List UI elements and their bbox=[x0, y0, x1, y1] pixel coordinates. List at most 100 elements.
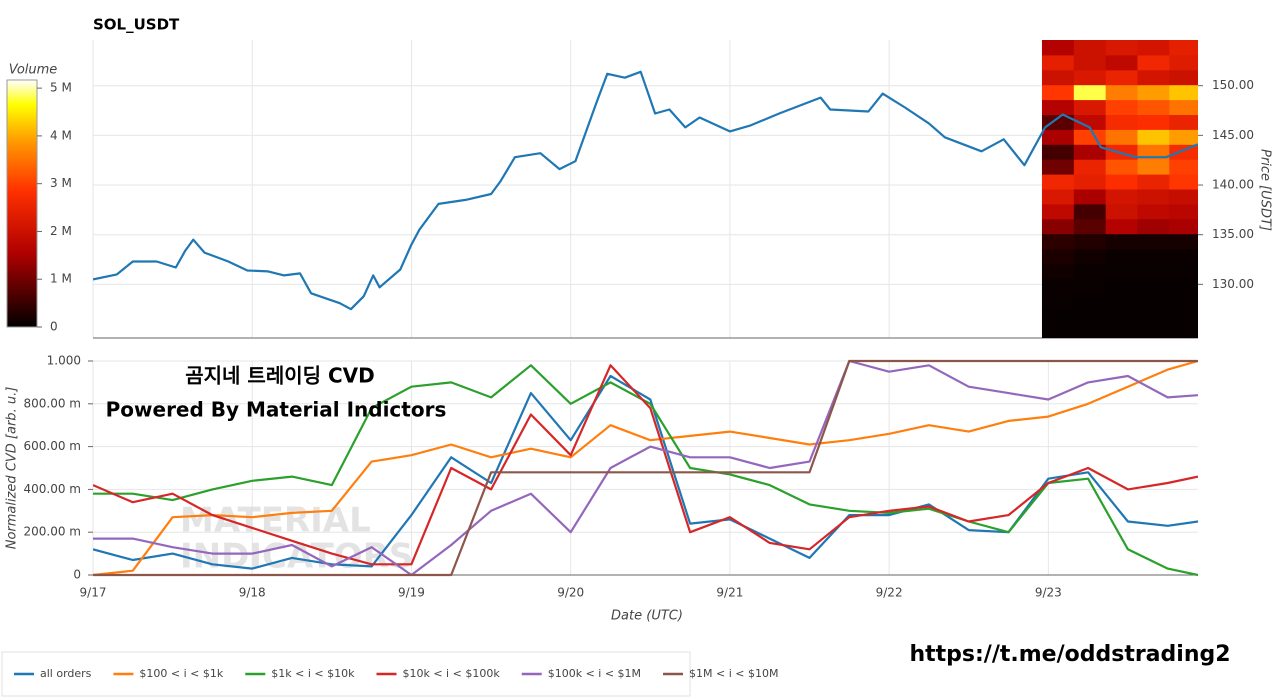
heatmap-cell bbox=[1169, 323, 1198, 338]
heatmap-cell bbox=[1073, 248, 1107, 264]
watermark: MATERIAL bbox=[180, 501, 371, 541]
x-tick-label: 9/18 bbox=[239, 586, 266, 600]
heatmap-cell bbox=[1073, 144, 1107, 160]
heatmap-cell bbox=[1137, 278, 1170, 294]
heatmap-cell bbox=[1041, 278, 1075, 294]
heatmap-cell bbox=[1073, 293, 1107, 309]
y-tick-label: 1.000 bbox=[47, 354, 81, 368]
heatmap-cell bbox=[1073, 84, 1107, 101]
data-line bbox=[93, 359, 1198, 577]
y-tick-label: 135.00 bbox=[1212, 227, 1254, 241]
heatmap-cell bbox=[1073, 99, 1107, 115]
heatmap-cell bbox=[1073, 218, 1107, 235]
x-tick-label: 9/23 bbox=[1035, 586, 1062, 600]
heatmap-cell bbox=[1073, 203, 1107, 220]
heatmap-cell bbox=[1041, 323, 1075, 338]
y-tick-label: 800.00 m bbox=[24, 396, 82, 410]
data-line bbox=[93, 364, 1198, 566]
y-axis-label: Normalized CVD [arb. u.] bbox=[5, 387, 20, 550]
data-line bbox=[93, 359, 1198, 577]
heatmap-cell bbox=[1169, 203, 1198, 220]
heatmap-cell bbox=[1169, 159, 1198, 175]
heatmap-cell bbox=[1105, 69, 1138, 86]
heatmap-cell bbox=[1137, 84, 1170, 101]
legend-label: $10k < i < $100k bbox=[402, 667, 500, 680]
heatmap-cell bbox=[1105, 263, 1138, 279]
colorbar-tick-label: 2 M bbox=[50, 224, 72, 238]
heatmap-cell bbox=[1137, 69, 1170, 86]
legend-label: $100 < i < $1k bbox=[139, 667, 223, 680]
heatmap-cell bbox=[1105, 233, 1138, 250]
y-axis-label: Price [USDT] bbox=[1258, 149, 1273, 231]
heatmap-cell bbox=[1169, 233, 1198, 250]
heatmap-cell bbox=[1041, 293, 1075, 309]
heatmap-cell bbox=[1137, 99, 1170, 115]
heatmap-cell bbox=[1073, 189, 1107, 205]
heatmap-cell bbox=[1041, 99, 1075, 115]
heatmap-cell bbox=[1169, 69, 1198, 86]
heatmap-cell bbox=[1073, 308, 1107, 324]
heatmap-cell bbox=[1137, 293, 1170, 309]
x-tick-label: 9/21 bbox=[716, 586, 743, 600]
heatmap-cell bbox=[1073, 159, 1107, 175]
legend-label: $100k < i < $1M bbox=[548, 667, 641, 680]
footer-link[interactable]: https://t.me/oddstrading2 bbox=[909, 642, 1230, 667]
y-tick-label: 145.00 bbox=[1212, 128, 1254, 142]
colorbar bbox=[6, 79, 38, 328]
colorbar-tick-label: 0 bbox=[50, 320, 58, 334]
heatmap-cell bbox=[1041, 248, 1075, 264]
heatmap-cell bbox=[1137, 114, 1170, 130]
chart-title: SOL_USDT bbox=[93, 16, 180, 34]
heatmap-cell bbox=[1169, 84, 1198, 101]
heatmap-cell bbox=[1105, 248, 1138, 264]
heatmap-cell bbox=[1105, 308, 1138, 324]
annotation: 곰지네 트레이딩 CVD bbox=[185, 364, 374, 388]
heatmap-cell bbox=[1169, 40, 1198, 56]
heatmap-cell bbox=[1137, 218, 1170, 235]
heatmap-cell bbox=[1169, 278, 1198, 294]
heatmap-cell bbox=[1073, 233, 1107, 250]
heatmap-cell bbox=[1105, 203, 1138, 220]
colorbar-tick-label: 5 M bbox=[50, 81, 72, 95]
heatmap-cell bbox=[1041, 129, 1075, 145]
heatmap-cell bbox=[1137, 159, 1170, 175]
heatmap-cell bbox=[1073, 174, 1107, 190]
heatmap-cell bbox=[1169, 293, 1198, 309]
y-tick-label: 200.00 m bbox=[24, 525, 82, 539]
heatmap-cell bbox=[1105, 218, 1138, 235]
heatmap-cell bbox=[1169, 248, 1198, 264]
heatmap-cell bbox=[1041, 114, 1075, 130]
heatmap-cell bbox=[1137, 323, 1170, 338]
heatmap-cell bbox=[1073, 54, 1107, 71]
heatmap-cell bbox=[1169, 54, 1198, 71]
x-tick-label: 9/17 bbox=[80, 586, 107, 600]
heatmap-cell bbox=[1105, 40, 1138, 56]
data-line bbox=[93, 70, 1198, 311]
x-axis-label: Date (UTC) bbox=[611, 609, 683, 624]
heatmap-cell bbox=[1041, 84, 1075, 101]
heatmap-cell bbox=[1073, 263, 1107, 279]
x-tick-label: 9/22 bbox=[876, 586, 903, 600]
heatmap-cell bbox=[1041, 263, 1075, 279]
legend-label: $1k < i < $10k bbox=[271, 667, 355, 680]
heatmap-cell bbox=[1169, 308, 1198, 324]
heatmap-cell bbox=[1105, 323, 1138, 338]
heatmap-cell bbox=[1169, 99, 1198, 115]
data-line bbox=[93, 359, 1198, 577]
y-tick-label: 400.00 m bbox=[24, 482, 82, 496]
data-line bbox=[93, 364, 1198, 577]
x-tick-label: 9/19 bbox=[398, 586, 425, 600]
heatmap-cell bbox=[1137, 189, 1170, 205]
heatmap-cell bbox=[1041, 218, 1075, 235]
heatmap-cell bbox=[1041, 40, 1075, 56]
heatmap-cell bbox=[1073, 40, 1107, 56]
heatmap-cell bbox=[1137, 233, 1170, 250]
colorbar-tick-label: 4 M bbox=[50, 128, 72, 142]
heatmap-cell bbox=[1105, 293, 1138, 309]
y-tick-label: 0 bbox=[73, 568, 81, 582]
heatmap-cell bbox=[1041, 54, 1075, 71]
heatmap-cell bbox=[1105, 129, 1138, 145]
legend-label: $1M < i < $10M bbox=[689, 667, 778, 680]
